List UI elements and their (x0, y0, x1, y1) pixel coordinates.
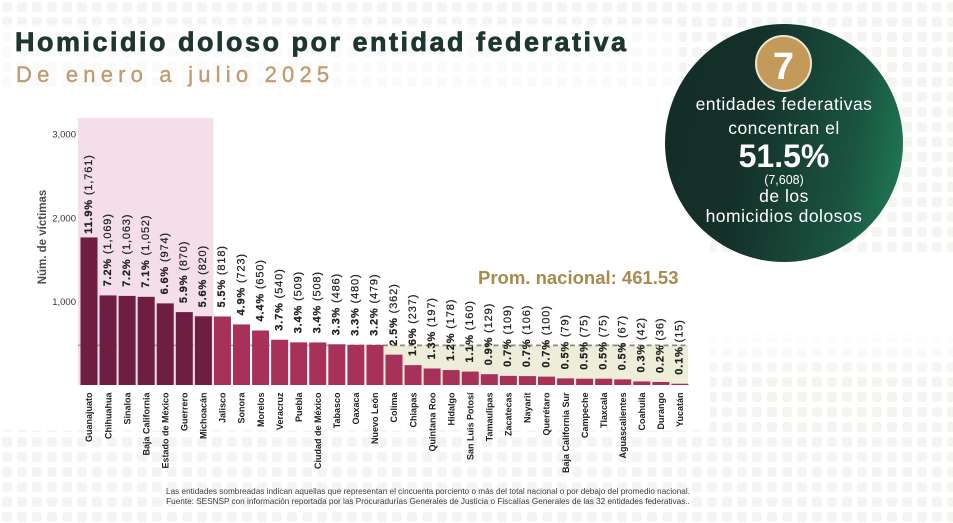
svg-text:1.1% (160): 1.1% (160) (464, 300, 476, 362)
svg-text:1,000: 1,000 (52, 297, 76, 308)
svg-text:Quintana Roo: Quintana Roo (427, 392, 437, 451)
svg-text:Ciudad de México: Ciudad de México (313, 392, 323, 469)
svg-text:Jalisco: Jalisco (218, 392, 228, 423)
svg-text:0.2% (36): 0.2% (36) (655, 318, 667, 373)
svg-text:Campeche: Campeche (580, 393, 590, 439)
svg-text:6.6% (974): 6.6% (974) (159, 232, 171, 294)
svg-text:Tabasco: Tabasco (332, 392, 342, 428)
svg-text:Yucatán: Yucatán (675, 393, 685, 428)
svg-text:11.9% (1,761): 11.9% (1,761) (83, 154, 95, 234)
svg-text:0.5% (67): 0.5% (67) (617, 315, 629, 370)
svg-text:7.2% (1,063): 7.2% (1,063) (121, 214, 133, 287)
svg-text:0.5% (79): 0.5% (79) (559, 314, 571, 369)
svg-text:Puebla: Puebla (294, 392, 304, 423)
svg-text:0.1% (15): 0.1% (15) (674, 319, 686, 374)
svg-text:1.6% (237): 1.6% (237) (407, 294, 419, 356)
svg-text:3.2% (479): 3.2% (479) (369, 274, 381, 336)
svg-text:Estado de México: Estado de México (160, 392, 170, 469)
svg-text:5.9% (870): 5.9% (870) (178, 241, 190, 303)
svg-text:7.1% (1,052): 7.1% (1,052) (140, 215, 152, 288)
svg-text:Tamaulipas: Tamaulipas (485, 393, 495, 442)
svg-text:Guerrero: Guerrero (180, 392, 190, 431)
svg-text:3.3% (486): 3.3% (486) (331, 273, 343, 335)
svg-text:Sinaloa: Sinaloa (122, 392, 132, 425)
svg-text:2.5% (362): 2.5% (362) (388, 283, 400, 345)
svg-text:4.9% (723): 4.9% (723) (235, 253, 247, 315)
svg-text:San Luis Potosí: San Luis Potosí (465, 392, 475, 460)
svg-text:1.2% (178): 1.2% (178) (445, 299, 457, 361)
svg-text:3.4% (509): 3.4% (509) (293, 271, 305, 333)
svg-text:Chiapas: Chiapas (408, 393, 418, 428)
svg-text:Chihuahua: Chihuahua (103, 392, 113, 439)
svg-text:3.4% (508): 3.4% (508) (312, 271, 324, 333)
svg-text:3.7% (540): 3.7% (540) (273, 268, 285, 330)
svg-text:3.3% (480): 3.3% (480) (350, 273, 362, 335)
svg-text:Hidalgo: Hidalgo (446, 392, 456, 426)
svg-text:5.6% (820): 5.6% (820) (197, 245, 209, 307)
svg-text:Baja California: Baja California (141, 392, 151, 456)
svg-text:Zacatecas: Zacatecas (504, 392, 514, 436)
svg-text:Colima: Colima (389, 392, 399, 423)
svg-text:2,000: 2,000 (52, 213, 76, 224)
svg-text:Aguascalientes: Aguascalientes (618, 393, 628, 459)
svg-text:Michoacán: Michoacán (199, 393, 209, 440)
svg-text:0.5% (75): 0.5% (75) (598, 314, 610, 369)
svg-text:Veracruz: Veracruz (275, 392, 285, 430)
svg-text:Oaxaca: Oaxaca (351, 392, 361, 425)
svg-text:5.5% (818): 5.5% (818) (216, 245, 228, 307)
svg-text:0.5% (75): 0.5% (75) (578, 314, 590, 369)
svg-text:Nayarit: Nayarit (523, 392, 533, 423)
svg-text:7.2% (1,069): 7.2% (1,069) (102, 213, 114, 286)
svg-text:Baja California Sur: Baja California Sur (561, 392, 571, 473)
svg-text:Nuevo León: Nuevo León (370, 393, 380, 445)
svg-text:0.7% (100): 0.7% (100) (540, 305, 552, 367)
svg-text:0.7% (106): 0.7% (106) (521, 305, 533, 367)
svg-text:Durango: Durango (656, 392, 666, 430)
svg-text:Coahuila: Coahuila (637, 392, 647, 431)
svg-text:Morelos: Morelos (256, 393, 266, 428)
svg-text:0.9% (129): 0.9% (129) (483, 303, 495, 365)
svg-text:0.7% (109): 0.7% (109) (502, 305, 514, 367)
svg-text:3,000: 3,000 (52, 130, 76, 141)
svg-text:0.3% (42): 0.3% (42) (636, 317, 648, 372)
svg-text:Sonora: Sonora (237, 392, 247, 424)
svg-text:1.3% (197): 1.3% (197) (426, 297, 438, 359)
svg-text:4.4% (650): 4.4% (650) (254, 259, 266, 321)
svg-text:Núm. de víctimas: Núm. de víctimas (37, 190, 49, 285)
svg-text:Tlaxcala: Tlaxcala (599, 392, 609, 429)
svg-text:Querétaro: Querétaro (542, 392, 552, 436)
svg-text:Guanajuato: Guanajuato (84, 392, 94, 442)
